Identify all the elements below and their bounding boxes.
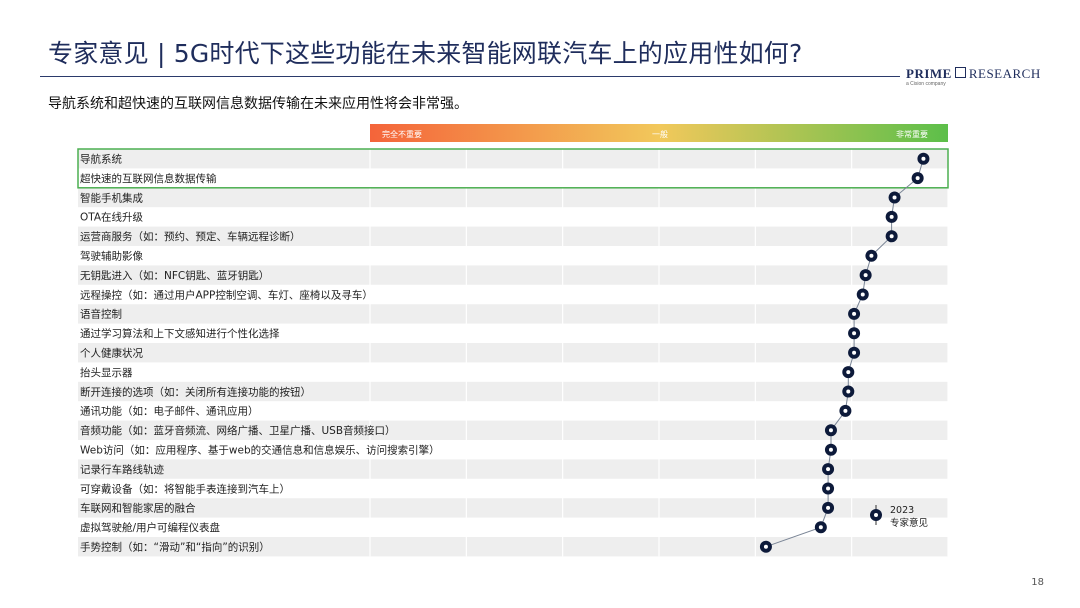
row-stripe [78,149,948,169]
data-point-center [826,505,831,510]
category-label: 无钥匙进入（如：NFC钥匙、蓝牙钥匙） [80,269,269,282]
data-point-center [828,447,833,452]
category-label: 虚拟驾驶舱/用户可编程仪表盘 [80,521,221,534]
scale-label: 完全不重要 [382,129,422,139]
category-label: 抬头显示器 [80,366,133,379]
row-stripe [78,420,948,440]
page-subtitle: 导航系统和超快速的互联网信息数据传输在未来应用性将会非常强。 [48,96,468,112]
category-label: 记录行车路线轨迹 [80,463,164,476]
category-label: 超快速的互联网信息数据传输 [80,172,217,185]
row-stripe [78,187,948,208]
category-label: 运营商服务（如：预约、预定、车辆远程诊断） [80,230,301,243]
data-point-center [846,389,851,394]
scale-label: 一般 [652,129,668,139]
data-point-center [826,467,831,472]
category-label: 手势控制（如：“滑动”和“指向”的识别） [80,541,270,554]
title-divider [40,76,900,77]
importance-scale-bar [370,124,948,142]
category-label: 断开连接的选项（如：关闭所有连接功能的按钮） [80,385,311,398]
brand-logo-mark [954,67,966,78]
data-point-center [852,311,857,316]
data-point-center [863,273,868,278]
row-stripe [78,265,948,285]
data-point-center [852,350,857,355]
brand-tagline: a Cision company [906,81,946,87]
page-number: 18 [1031,577,1044,588]
row-stripe [78,537,948,557]
data-point-center [846,370,851,375]
brand-logo: PRIME RESEARCH a Cision company [906,66,1041,87]
data-point-center [921,156,926,161]
brand-name-right: RESEARCH [968,66,1041,81]
legend-marker-center [874,513,878,517]
highlight-box [77,148,949,189]
category-label: 远程操控（如：通过用户APP控制空调、车灯、座椅以及寻车） [80,288,373,301]
category-label: 智能手机集成 [80,191,143,204]
category-label: 音频功能（如：蓝牙音频流、网络广播、卫星广播、USB音频接口） [80,424,396,437]
scale-label: 非常重要 [896,129,928,139]
data-point-center [915,176,920,181]
data-point-center [860,292,865,297]
row-stripe [78,304,948,324]
data-point-center [818,525,823,530]
data-point-center [828,428,833,433]
category-label: 通讯功能（如：电子邮件、通讯应用） [80,405,259,418]
data-point-center [826,486,831,491]
category-label: Web访问（如：应用程序、基于web的交通信息和信息娱乐、访问搜索引擎） [80,444,440,457]
category-label: 个人健康状况 [80,347,143,360]
data-point-center [889,214,894,219]
category-label: 通过学习算法和上下文感知进行个性化选择 [80,327,280,340]
legend-label: 专家意见 [890,517,928,529]
data-point-center [889,234,894,239]
data-point-center [763,544,768,549]
category-label: 车联网和智能家居的融合 [80,502,196,515]
category-label: 驾驶辅助影像 [80,250,143,263]
row-stripe [78,459,948,479]
category-label: 可穿戴设备（如：将智能手表连接到汽车上） [80,482,290,495]
category-label: 导航系统 [80,153,122,166]
brand-name-left: PRIME [906,66,952,81]
row-stripe [78,498,948,518]
row-stripe [78,381,948,402]
data-point-center [869,253,874,258]
category-label: OTA在线升级 [80,211,144,224]
row-stripe [78,343,948,363]
data-point-center [843,408,848,413]
data-point-center [892,195,897,200]
data-point-center [852,331,857,336]
page-title: 专家意见 | 5G时代下这些功能在未来智能网联汽车上的应用性如何? [48,39,803,68]
row-stripe [78,226,948,246]
legend-year: 2023 [890,505,914,516]
category-label: 语音控制 [80,308,122,321]
